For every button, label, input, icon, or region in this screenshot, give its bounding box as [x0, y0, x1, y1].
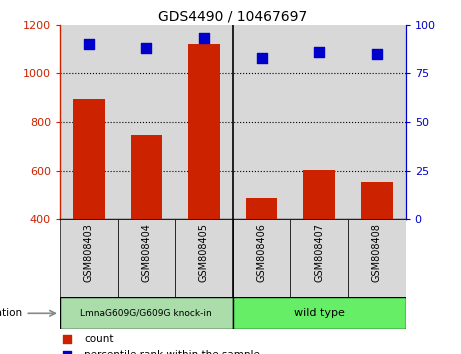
- Bar: [60, 25, 118, 219]
- Text: GSM808404: GSM808404: [142, 223, 151, 282]
- Text: genotype/variation: genotype/variation: [0, 308, 23, 318]
- Title: GDS4490 / 10467697: GDS4490 / 10467697: [158, 10, 307, 24]
- Text: GSM808408: GSM808408: [372, 223, 382, 282]
- Text: GSM808403: GSM808403: [84, 223, 94, 282]
- Bar: [60, 297, 233, 329]
- Bar: [73, 99, 105, 219]
- Bar: [118, 219, 175, 297]
- Point: [258, 55, 266, 61]
- Point: [63, 352, 71, 354]
- Point: [200, 35, 207, 41]
- Point: [315, 49, 323, 55]
- Bar: [130, 135, 162, 219]
- Bar: [175, 25, 233, 219]
- Text: GSM808407: GSM808407: [314, 223, 324, 282]
- Bar: [188, 44, 220, 219]
- Bar: [246, 198, 278, 219]
- Point: [63, 336, 71, 342]
- Bar: [348, 219, 406, 297]
- Bar: [233, 25, 290, 219]
- Bar: [290, 25, 348, 219]
- Text: LmnaG609G/G609G knock-in: LmnaG609G/G609G knock-in: [81, 309, 212, 318]
- Point: [142, 45, 150, 51]
- Text: wild type: wild type: [294, 308, 345, 318]
- Bar: [361, 182, 393, 219]
- Text: percentile rank within the sample: percentile rank within the sample: [84, 350, 260, 354]
- Bar: [118, 25, 175, 219]
- Bar: [233, 297, 406, 329]
- Point: [373, 51, 381, 57]
- Bar: [233, 219, 290, 297]
- Text: GSM808406: GSM808406: [257, 223, 266, 282]
- Bar: [60, 219, 118, 297]
- Text: GSM808405: GSM808405: [199, 223, 209, 282]
- Text: count: count: [84, 334, 113, 344]
- Bar: [303, 170, 335, 219]
- Point: [85, 41, 92, 47]
- Bar: [348, 25, 406, 219]
- Bar: [175, 219, 233, 297]
- Bar: [290, 219, 348, 297]
